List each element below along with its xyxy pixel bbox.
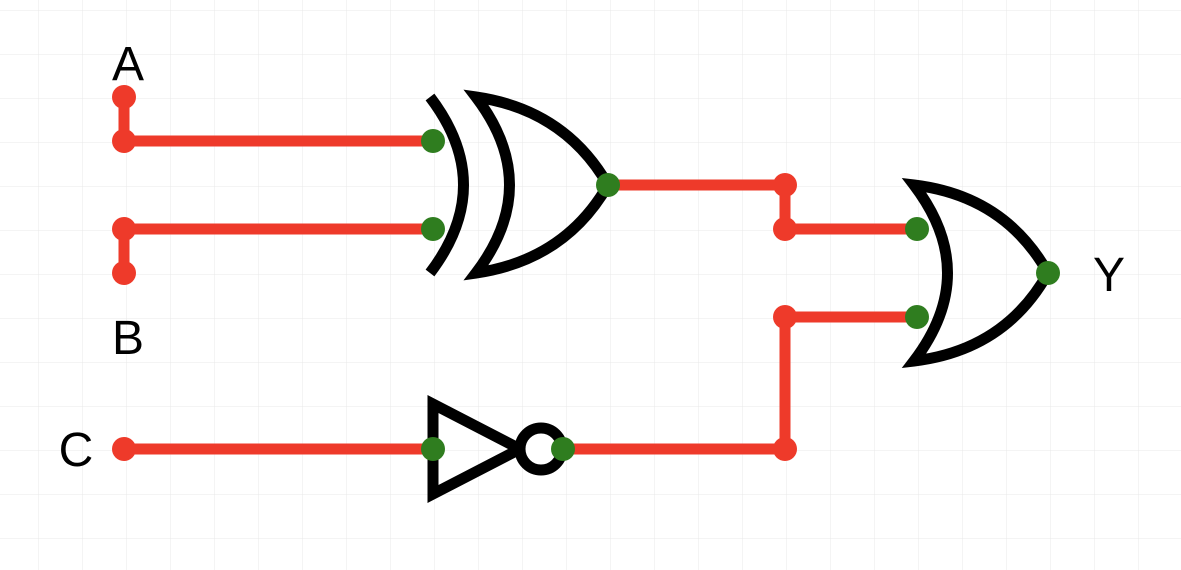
node-c-start <box>112 437 136 461</box>
wires <box>118 91 923 455</box>
label-a: A <box>112 38 144 91</box>
or-gate-body <box>901 177 1055 369</box>
label-b: B <box>112 312 144 365</box>
or-output-pin <box>1036 261 1060 285</box>
node-xor-corner-2 <box>773 217 797 241</box>
wire-not-to-or <box>557 311 923 455</box>
node-xor-corner-1 <box>773 173 797 197</box>
or-gate <box>901 177 1055 369</box>
wire-nodes <box>112 85 797 461</box>
xor-input-pin-b <box>421 217 445 241</box>
node-b-bottom <box>112 261 136 285</box>
or-input-pin-2 <box>905 305 929 329</box>
xor-input-pin-a <box>421 129 445 153</box>
or-input-pin-1 <box>905 217 929 241</box>
node-not-corner-1 <box>773 437 797 461</box>
not-output-pin <box>551 437 575 461</box>
node-not-corner-2 <box>773 305 797 329</box>
node-a-top <box>112 85 136 109</box>
xor-gate-back-arc <box>425 93 469 277</box>
label-c: C <box>59 424 94 477</box>
xor-gate <box>425 89 615 281</box>
wire-xor-to-or <box>602 179 923 235</box>
xor-output-pin <box>596 173 620 197</box>
label-y: Y <box>1093 249 1125 302</box>
xor-gate-body <box>463 89 615 281</box>
not-input-pin <box>421 437 445 461</box>
gate-pins <box>421 129 1060 461</box>
node-a-corner <box>112 129 136 153</box>
signal-labels: A B C Y <box>59 38 1125 477</box>
node-b-corner <box>112 217 136 241</box>
